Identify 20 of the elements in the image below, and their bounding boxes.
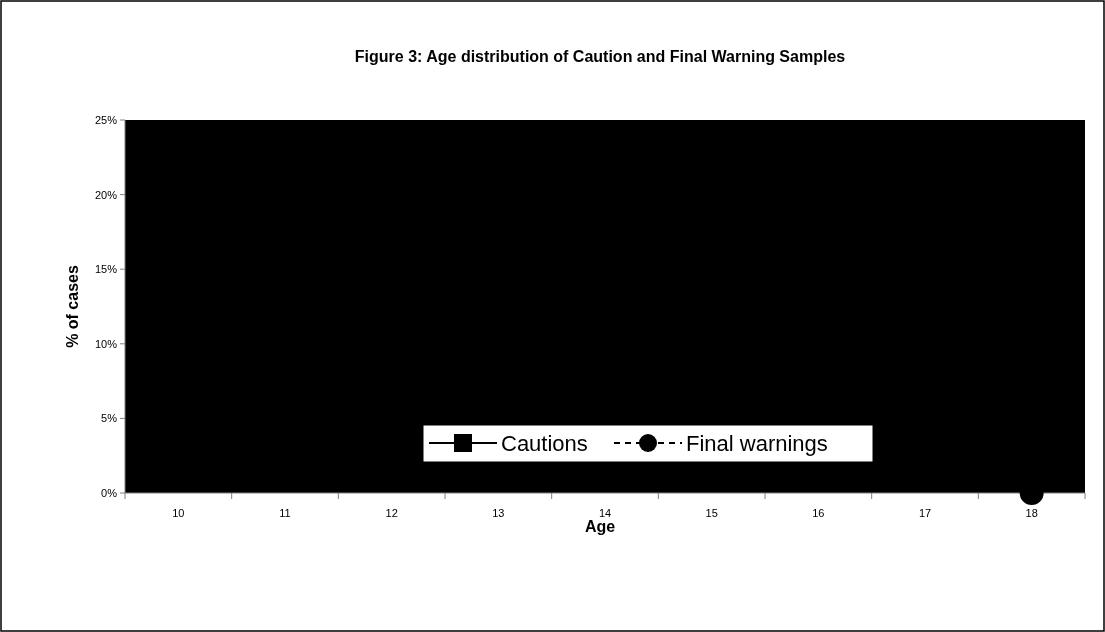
x-tick-label: 15: [705, 507, 718, 519]
y-tick-label: 20%: [94, 188, 118, 201]
x-tick-label: 17: [918, 507, 932, 519]
legend-label: Cautions: [501, 431, 588, 456]
x-tick-label: 11: [279, 507, 291, 519]
y-tick-label: 5%: [101, 412, 118, 425]
x-tick-label: 16: [812, 507, 825, 519]
y-tick-label: 15%: [94, 263, 118, 276]
y-tick-label: 25%: [94, 114, 118, 126]
x-tick-label: 12: [385, 507, 398, 519]
x-axis-title: Age: [584, 518, 616, 535]
y-tick-label: 10%: [94, 337, 118, 350]
y-tick-label: 0%: [101, 487, 118, 499]
x-tick-label: 18: [1025, 507, 1038, 519]
x-tick-label: 10: [172, 507, 185, 519]
chart-title: Figure 3: Age distribution of Caution and Final Warning Samples: [354, 48, 846, 65]
x-tick-label: 14: [598, 507, 612, 519]
legend-label: Final warnings: [686, 431, 828, 456]
x-tick-label: 13: [492, 507, 505, 519]
y-axis-title: % of cases: [64, 265, 81, 348]
